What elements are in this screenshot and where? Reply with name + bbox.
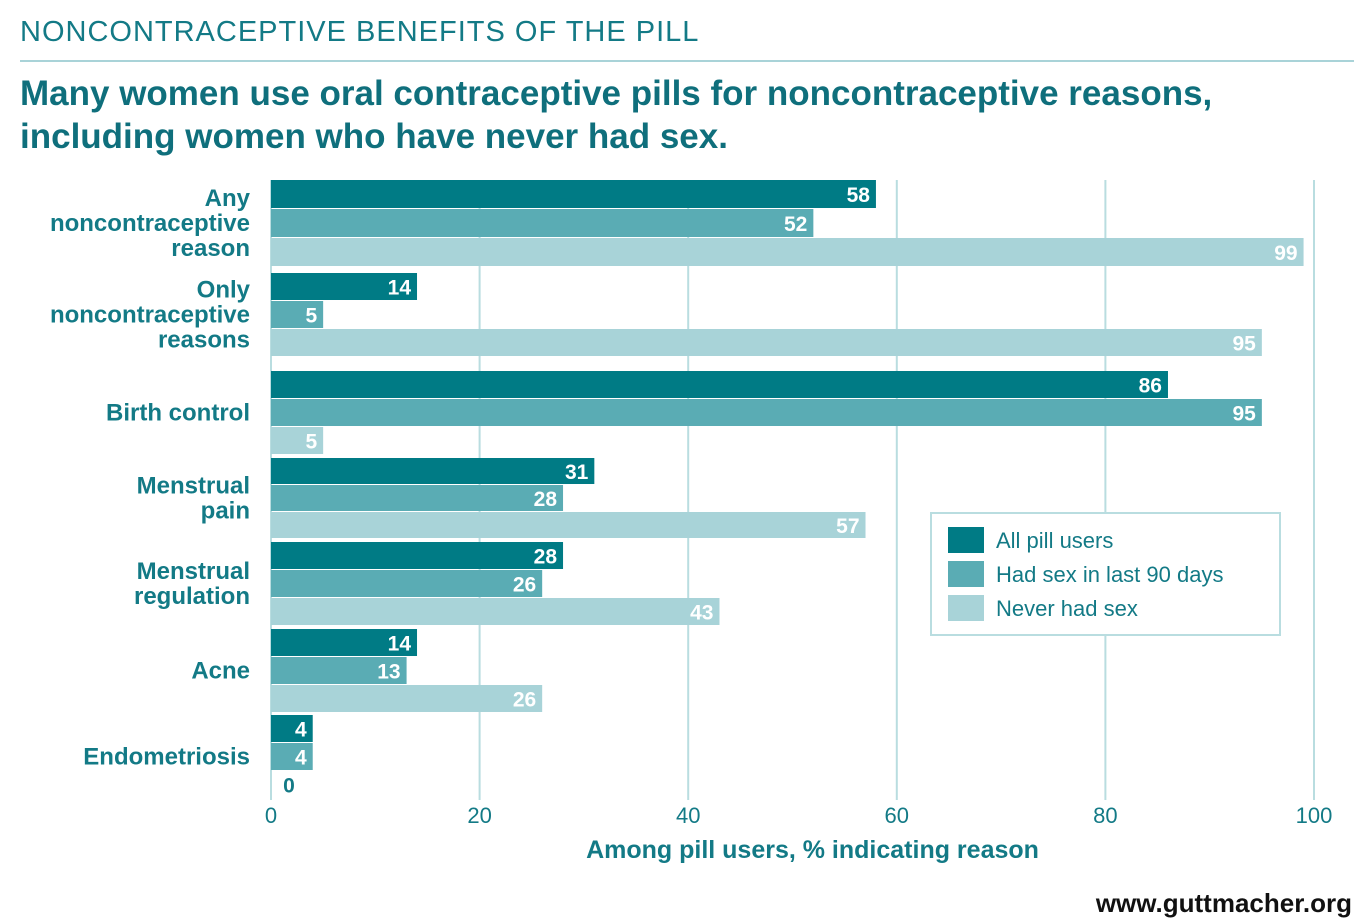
bar-never-had-sex (271, 512, 866, 538)
bar-all-pill-users (271, 371, 1168, 398)
data-label: 57 (836, 515, 859, 538)
category-label: regulation (134, 583, 250, 610)
x-tick-label: 80 (1093, 803, 1117, 828)
x-tick-label: 20 (467, 803, 491, 828)
data-label: 31 (565, 461, 589, 484)
data-label: 52 (784, 213, 807, 236)
legend-swatch (948, 595, 984, 621)
bar-never-had-sex (271, 598, 720, 625)
x-tick-label: 60 (885, 803, 909, 828)
data-label: 4 (295, 719, 307, 742)
category-label: noncontraceptive (50, 210, 250, 237)
bar-had-sex-in-last-90-days (271, 570, 543, 597)
bar-had-sex-in-last-90-days (271, 301, 324, 328)
x-tick-label: 0 (265, 803, 277, 828)
category-label: Endometriosis (83, 744, 250, 771)
x-axis-label: Among pill users, % indicating reason (586, 836, 1039, 864)
bar-had-sex-in-last-90-days (271, 743, 313, 770)
bar-had-sex-in-last-90-days (271, 657, 407, 684)
category-label: Only (197, 277, 251, 304)
x-tick-label: 40 (676, 803, 700, 828)
data-label: 14 (388, 277, 412, 300)
data-label: 5 (305, 431, 317, 454)
data-label: 0 (283, 775, 295, 798)
category-label: reason (171, 235, 250, 262)
data-label: 43 (690, 602, 713, 625)
legend-label: Had sex in last 90 days (996, 562, 1223, 587)
bar-all-pill-users (271, 542, 564, 569)
data-label: 58 (847, 184, 871, 207)
data-label: 14 (388, 633, 412, 656)
data-label: 99 (1274, 242, 1297, 265)
data-label: 5 (305, 305, 317, 328)
data-label: 28 (534, 488, 558, 511)
bar-had-sex-in-last-90-days (271, 485, 564, 511)
data-label: 26 (513, 574, 536, 597)
source-url: www.guttmacher.org (1095, 888, 1352, 918)
data-label: 95 (1232, 333, 1256, 356)
bar-never-had-sex (271, 238, 1304, 266)
bar-all-pill-users (271, 629, 418, 656)
bar-all-pill-users (271, 715, 313, 742)
category-label: Acne (191, 658, 250, 685)
bar-had-sex-in-last-90-days (271, 399, 1262, 426)
legend-label: Never had sex (996, 596, 1138, 621)
header-divider (20, 60, 1354, 62)
data-label: 26 (513, 689, 536, 712)
category-label: Menstrual (137, 473, 250, 500)
legend-box (930, 512, 1281, 636)
bar-never-had-sex (271, 427, 324, 454)
category-label: noncontraceptive (50, 302, 250, 329)
category-label: Menstrual (137, 558, 250, 585)
legend-label: All pill users (996, 528, 1113, 553)
bar-had-sex-in-last-90-days (271, 209, 814, 237)
data-label: 13 (377, 661, 400, 684)
legend-swatch (948, 527, 984, 553)
bar-all-pill-users (271, 458, 595, 484)
x-tick-label: 100 (1296, 803, 1333, 828)
category-label: pain (201, 498, 250, 525)
data-label: 86 (1139, 375, 1162, 398)
category-label: Any (205, 185, 251, 212)
category-label: Birth control (106, 400, 250, 427)
bar-all-pill-users (271, 273, 418, 300)
data-label: 4 (295, 747, 307, 770)
bar-never-had-sex (271, 329, 1262, 356)
data-label: 28 (534, 546, 558, 569)
chart-headline: Many women use oral contraceptive pills … (20, 74, 1213, 156)
bar-all-pill-users (271, 180, 876, 208)
legend-swatch (948, 561, 984, 587)
chart-kicker: NONCONTRACEPTIVE BENEFITS OF THE PILL (20, 16, 700, 48)
bar-never-had-sex (271, 685, 543, 712)
category-label: reasons (158, 327, 250, 354)
data-label: 95 (1232, 403, 1256, 426)
